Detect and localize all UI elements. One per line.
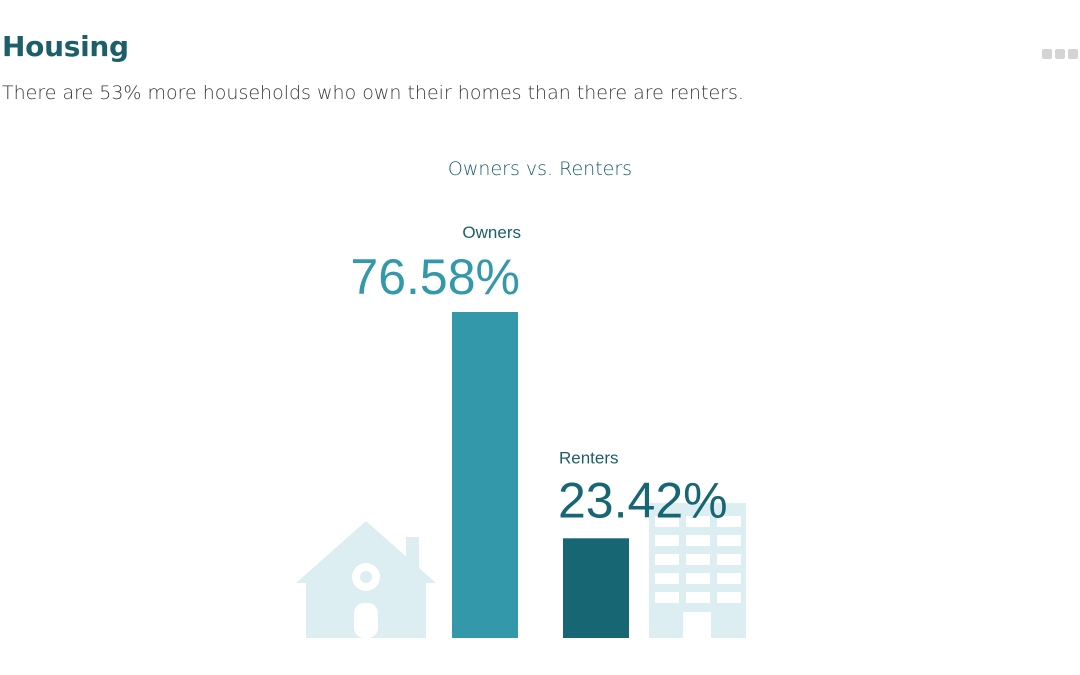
page-title: Housing bbox=[2, 30, 129, 63]
more-options-icon[interactable] bbox=[1042, 49, 1078, 59]
building-window bbox=[717, 554, 741, 565]
building-window bbox=[717, 573, 741, 584]
bar-owners[interactable] bbox=[452, 312, 518, 638]
building-window bbox=[655, 573, 679, 584]
chart-title: Owners vs. Renters bbox=[447, 158, 633, 180]
building-window bbox=[717, 535, 741, 546]
owners-vs-renters-chart: Owners 76.58% Renters 23.42% bbox=[296, 223, 746, 638]
building-window bbox=[655, 554, 679, 565]
value-label-renters: 23.42% bbox=[558, 472, 728, 528]
menu-dot bbox=[1042, 49, 1052, 59]
category-label-renters: Renters bbox=[559, 448, 619, 467]
building-window bbox=[686, 535, 710, 546]
building-window bbox=[655, 516, 679, 527]
bar-renters[interactable] bbox=[563, 538, 629, 638]
category-label-owners: Owners bbox=[462, 223, 521, 242]
building-window bbox=[686, 573, 710, 584]
house-icon bbox=[296, 521, 436, 638]
apartment-building-icon bbox=[649, 503, 746, 638]
building-window bbox=[686, 516, 710, 527]
menu-dot bbox=[1055, 49, 1065, 59]
building-window bbox=[717, 592, 741, 603]
value-label-owners: 76.58% bbox=[350, 249, 520, 305]
building-window bbox=[686, 592, 710, 603]
building-window bbox=[717, 516, 741, 527]
building-window bbox=[686, 554, 710, 565]
page-subtitle: There are 53% more households who own th… bbox=[2, 82, 744, 104]
building-window bbox=[655, 535, 679, 546]
building-window bbox=[655, 592, 679, 603]
menu-dot bbox=[1068, 49, 1078, 59]
